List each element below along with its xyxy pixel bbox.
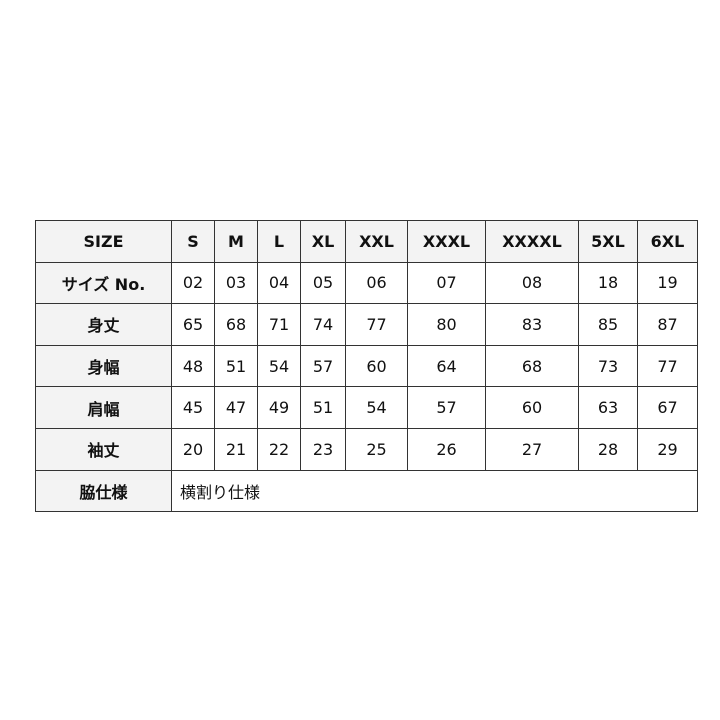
value-cell: 49: [257, 386, 301, 429]
size-header-cell: XXL: [345, 220, 408, 263]
row-label: 身幅: [35, 344, 172, 388]
value-cell: 57: [300, 344, 346, 388]
size-header-cell: XXXL: [407, 220, 486, 263]
value-cell: 03: [214, 261, 258, 305]
value-cell: 21: [214, 427, 258, 471]
value-cell: 67: [637, 386, 698, 429]
row-label: サイズ No.: [35, 261, 172, 305]
value-cell: 74: [300, 303, 346, 346]
value-cell: 73: [578, 344, 638, 388]
value-cell: 63: [578, 386, 638, 429]
row-label: 脇仕様: [35, 469, 172, 513]
side-spec-value: 横割り仕様: [171, 469, 698, 513]
size-header-cell: L: [257, 220, 301, 263]
table-row: 身幅 48 51 54 57 60 64 68 73 77: [35, 344, 698, 388]
value-cell: 02: [171, 261, 215, 305]
value-cell: 54: [257, 344, 301, 388]
value-cell: 07: [407, 261, 486, 305]
value-cell: 04: [257, 261, 301, 305]
value-cell: 08: [485, 261, 579, 305]
value-cell: 54: [345, 386, 408, 429]
table-row: 身丈 65 68 71 74 77 80 83 85 87: [35, 303, 698, 346]
value-cell: 77: [345, 303, 408, 346]
value-cell: 64: [407, 344, 486, 388]
value-cell: 22: [257, 427, 301, 471]
value-cell: 65: [171, 303, 215, 346]
value-cell: 77: [637, 344, 698, 388]
row-label: 袖丈: [35, 427, 172, 471]
value-cell: 60: [485, 386, 579, 429]
value-cell: 83: [485, 303, 579, 346]
table-row-side-spec: 脇仕様 横割り仕様: [35, 469, 698, 513]
value-cell: 45: [171, 386, 215, 429]
value-cell: 85: [578, 303, 638, 346]
value-cell: 57: [407, 386, 486, 429]
value-cell: 80: [407, 303, 486, 346]
row-label: 肩幅: [35, 386, 172, 429]
size-header-cell: 5XL: [578, 220, 638, 263]
size-header-cell: XXXXL: [485, 220, 579, 263]
value-cell: 28: [578, 427, 638, 471]
size-chart-table: SIZE S M L XL XXL XXXL XXXXL 5XL 6XL サイズ No. 02 03…: [35, 220, 698, 513]
size-header-cell: M: [214, 220, 258, 263]
value-cell: 51: [214, 344, 258, 388]
row-label: 身丈: [35, 303, 172, 346]
size-header-cell: XL: [300, 220, 346, 263]
value-cell: 20: [171, 427, 215, 471]
table-row: サイズ No. 02 03 04 05 06 07 08 18 19: [35, 261, 698, 305]
value-cell: 05: [300, 261, 346, 305]
value-cell: 51: [300, 386, 346, 429]
value-cell: 26: [407, 427, 486, 471]
value-cell: 06: [345, 261, 408, 305]
value-cell: 68: [485, 344, 579, 388]
value-cell: 18: [578, 261, 638, 305]
size-header-cell: S: [171, 220, 215, 263]
value-cell: 87: [637, 303, 698, 346]
value-cell: 47: [214, 386, 258, 429]
table-row: 袖丈 20 21 22 23 25 26 27 28 29: [35, 427, 698, 471]
table-row: 肩幅 45 47 49 51 54 57 60 63 67: [35, 386, 698, 429]
value-cell: 23: [300, 427, 346, 471]
value-cell: 71: [257, 303, 301, 346]
value-cell: 68: [214, 303, 258, 346]
value-cell: 25: [345, 427, 408, 471]
size-header-cell: 6XL: [637, 220, 698, 263]
value-cell: 29: [637, 427, 698, 471]
value-cell: 48: [171, 344, 215, 388]
header-row: SIZE S M L XL XXL XXXL XXXXL 5XL 6XL: [35, 220, 698, 263]
value-cell: 27: [485, 427, 579, 471]
size-header-label: SIZE: [35, 220, 172, 263]
value-cell: 60: [345, 344, 408, 388]
value-cell: 19: [637, 261, 698, 305]
